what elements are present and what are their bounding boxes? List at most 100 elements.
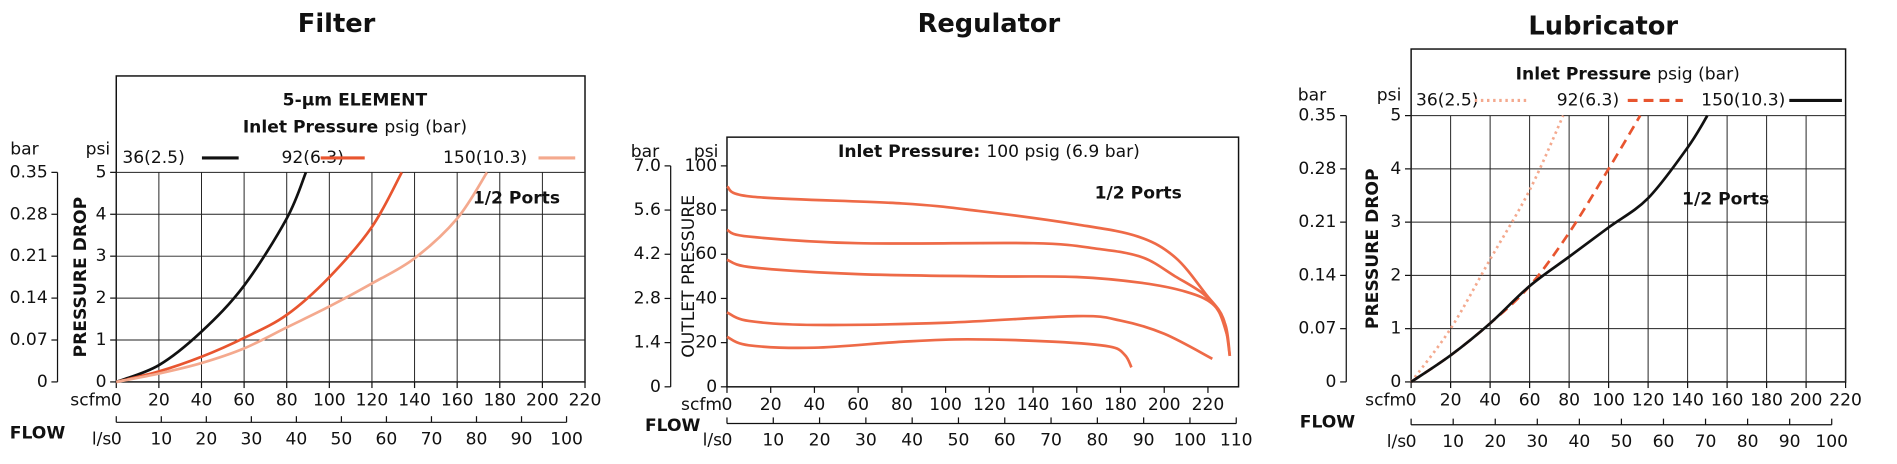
series-line (1410, 115, 1565, 383)
y-axis-label: PRESSURE DROP (1363, 168, 1383, 329)
y-tick-label: 1 (96, 330, 107, 350)
y-tick-label: 0 (96, 372, 107, 392)
legend-title-unit: psig (bar) (384, 117, 467, 137)
plot-frame (726, 136, 1240, 388)
x-tick-label: 160 (441, 390, 474, 410)
y2-tick-label: 0.35 (10, 162, 48, 182)
x-tick-label: 160 (1711, 390, 1744, 410)
x-tick-label: 120 (356, 390, 389, 410)
y-tick-label: 40 (695, 288, 717, 308)
x-axis-label: FLOW (10, 423, 66, 443)
x2-tick-label: 100 (550, 429, 583, 449)
annotation: 1/2 Ports (473, 188, 560, 208)
x-tick-label: 220 (1829, 390, 1862, 410)
subtitle: 5-µm ELEMENT (283, 90, 428, 110)
legend-label: 36(2.5) (1416, 90, 1478, 110)
y2-tick-label: 7.0 (634, 156, 661, 176)
y-tick-label: 2 (96, 288, 107, 308)
x2-tick-label: 10 (1442, 432, 1464, 452)
x2-tick-label: 50 (948, 431, 970, 451)
x2-tick-label: 80 (466, 429, 488, 449)
x2-tick-label: 30 (855, 431, 877, 451)
x2-tick-label: 30 (240, 429, 262, 449)
y2-tick-label: 0.28 (10, 204, 48, 224)
y2-tick-label: 0 (650, 377, 661, 397)
y2-unit: bar (1298, 86, 1327, 106)
y-tick-label: 0 (1390, 372, 1401, 392)
y2-tick-label: 5.6 (634, 200, 661, 220)
y-tick-label: 80 (695, 200, 717, 220)
y-tick-label: 2 (1390, 265, 1401, 285)
x2-tick-label: 70 (421, 429, 443, 449)
series-line (115, 171, 403, 384)
y-tick-label: 3 (1390, 212, 1401, 232)
legend-label: 36(2.5) (122, 148, 184, 168)
y2-tick-label: 2.8 (634, 288, 661, 308)
x2-tick-label: 110 (1220, 431, 1253, 451)
y-unit: psi (694, 142, 719, 162)
x-unit: scfm (1365, 390, 1406, 410)
y2-tick-label: 1.4 (634, 333, 661, 353)
chart-title: Lubricator (1528, 12, 1678, 42)
x-tick-label: 220 (1192, 395, 1225, 415)
series-line (1410, 114, 1709, 384)
x-tick-label: 180 (1750, 390, 1783, 410)
x-tick-label: 100 (1592, 390, 1625, 410)
x2-tick-label: 20 (195, 429, 217, 449)
x2-tick-label: 0 (1406, 432, 1417, 452)
x2-unit: l/s (1387, 432, 1407, 452)
y-tick-label: 1 (1390, 319, 1401, 339)
x-tick-label: 220 (569, 390, 602, 410)
x-tick-label: 140 (398, 390, 431, 410)
x-tick-label: 200 (1790, 390, 1823, 410)
x-tick-label: 100 (929, 395, 962, 415)
legend-title-name: Inlet Pressure (1516, 65, 1651, 85)
x-tick-label: 100 (313, 390, 346, 410)
series-line (726, 228, 1229, 338)
y-tick-label: 3 (96, 246, 107, 266)
x-tick-label: 40 (804, 395, 826, 415)
x2-tick-label: 40 (901, 431, 923, 451)
x-unit: scfm (681, 395, 722, 415)
y-unit: psi (86, 139, 111, 159)
legend-title-unit: 100 psig (6.9 bar) (986, 142, 1139, 162)
series-line (115, 171, 308, 384)
y2-tick-label: 0.21 (1298, 212, 1336, 232)
x-tick-label: 20 (1440, 390, 1462, 410)
x2-tick-label: 10 (150, 429, 172, 449)
y2-unit: bar (631, 142, 660, 162)
x2-tick-label: 70 (1040, 431, 1062, 451)
x-axis-label: FLOW (645, 416, 701, 436)
x2-unit: l/s (703, 431, 723, 451)
x2-tick-label: 30 (1526, 432, 1548, 452)
x-tick-label: 0 (722, 395, 733, 415)
chart-title: Filter (298, 9, 376, 39)
y-tick-label: 5 (1390, 106, 1401, 126)
legend-label: 150(10.3) (443, 148, 527, 168)
legend-label: 92(6.3) (281, 148, 343, 168)
x2-tick-label: 90 (1779, 432, 1801, 452)
x2-tick-label: 60 (1653, 432, 1675, 452)
legend-title-name: Inlet Pressure (243, 117, 378, 137)
annotation: 1/2 Ports (1095, 183, 1182, 203)
x2-tick-label: 40 (285, 429, 307, 449)
legend-title: Inlet Pressure psig (bar) (243, 117, 467, 137)
legend-label: 92(6.3) (1557, 90, 1619, 110)
x2-tick-label: 0 (722, 431, 733, 451)
y-tick-label: 4 (96, 204, 107, 224)
x-axis-label: FLOW (1300, 412, 1356, 432)
x2-tick-label: 80 (1086, 431, 1108, 451)
x-tick-label: 80 (276, 390, 298, 410)
x-tick-label: 80 (891, 395, 913, 415)
x2-tick-label: 90 (511, 429, 533, 449)
y2-tick-label: 0.14 (1298, 265, 1336, 285)
x2-tick-label: 0 (111, 429, 122, 449)
x2-tick-label: 40 (1568, 432, 1590, 452)
x-tick-label: 60 (847, 395, 869, 415)
x-tick-label: 140 (1017, 395, 1050, 415)
x-tick-label: 20 (760, 395, 782, 415)
x2-tick-label: 20 (809, 431, 831, 451)
